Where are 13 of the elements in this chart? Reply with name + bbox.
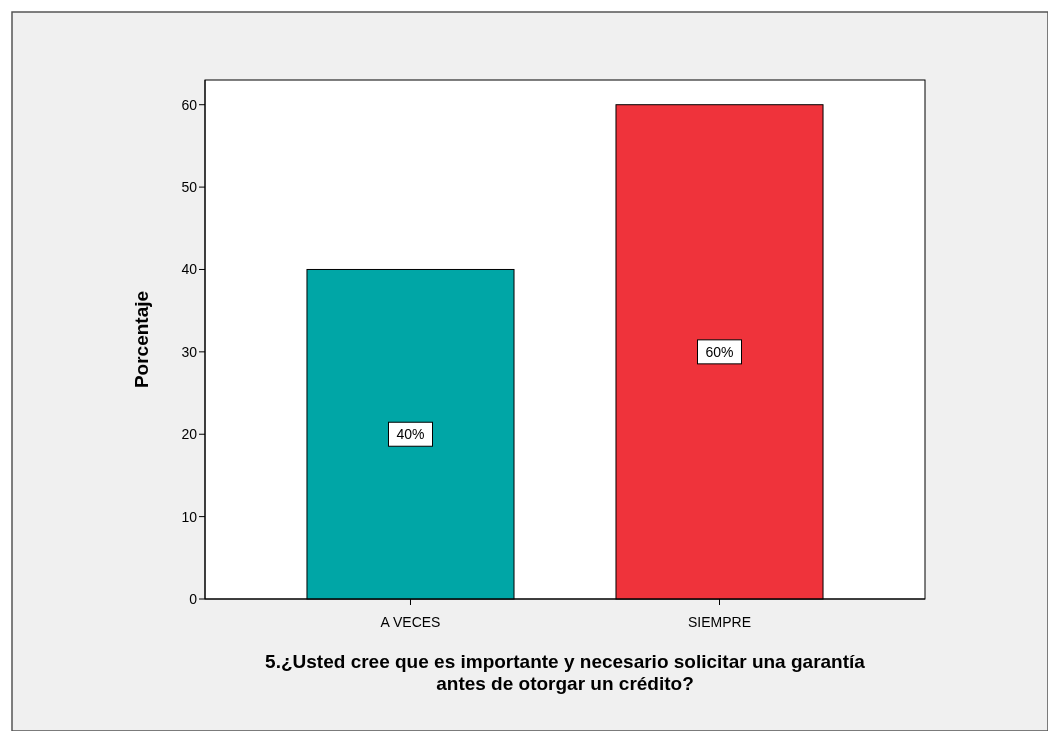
- y-tick-label: 0: [189, 591, 198, 607]
- y-axis-title: Porcentaje: [131, 290, 152, 389]
- data-label: 60%: [705, 343, 734, 360]
- x-axis-title: 5.¿Usted cree que es importante y necesario solicitar una garantía antes de otorgar un crédito?: [265, 651, 866, 694]
- y-tick-label: 10: [181, 508, 198, 525]
- data-label: 40%: [396, 426, 425, 443]
- y-tick-label: 20: [181, 426, 198, 443]
- y-tick-label: 50: [181, 179, 198, 196]
- y-tick-label: 40: [181, 261, 198, 278]
- y-tick-label: 60: [181, 96, 198, 113]
- y-tick-label: 30: [181, 343, 198, 360]
- x-tick-label: SIEMPRE: [688, 614, 752, 630]
- x-tick-label: A VECES: [380, 614, 441, 630]
